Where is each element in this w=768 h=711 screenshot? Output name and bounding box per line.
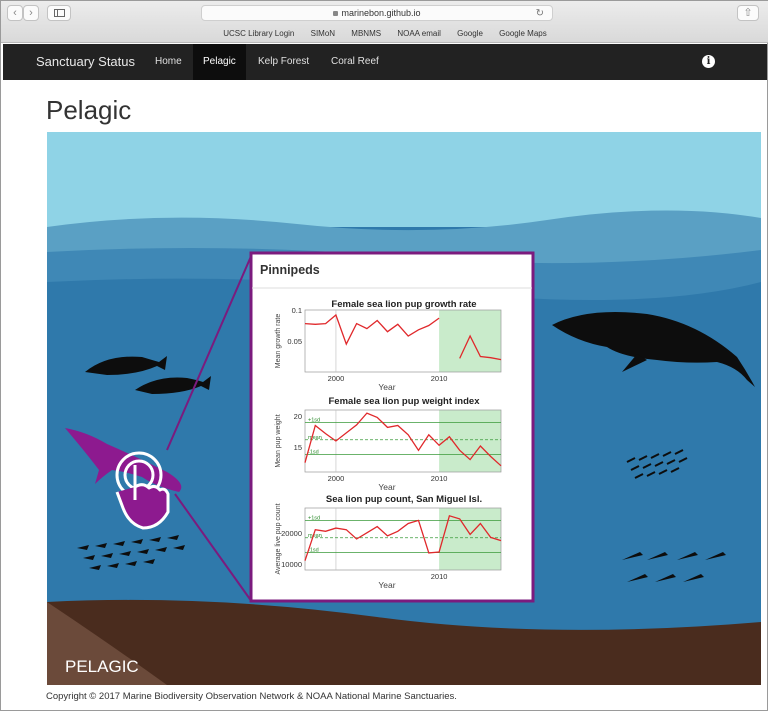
chart-band-label: mean	[308, 435, 322, 441]
chart-plot-area	[304, 309, 502, 373]
seafloor-highlight	[47, 602, 167, 685]
chart-x-label: Year	[378, 482, 395, 492]
favorite-link[interactable]: UCSC Library Login	[223, 29, 295, 38]
chart-x-tick: 2000	[328, 474, 345, 483]
chart-plot-area	[304, 507, 502, 571]
chart-plot-area	[304, 409, 502, 473]
chart-shaded-period	[439, 310, 501, 372]
fish-silhouette	[135, 376, 211, 394]
seafloor	[47, 599, 761, 685]
address-bar[interactable]: marinebon.github.io ↻	[201, 5, 553, 21]
chart-x-label: Year	[378, 382, 395, 392]
whale-silhouette	[552, 312, 755, 387]
chart-band-label: +1sd	[308, 417, 320, 423]
small-fish-group	[626, 449, 688, 479]
popup-connector	[174, 493, 253, 603]
chart-y-tick: 15	[294, 443, 302, 452]
chart-y-tick: 20000	[281, 529, 302, 538]
nav-kelp-forest[interactable]: Kelp Forest	[258, 56, 310, 67]
chart-y-label: Mean pup weight	[275, 414, 282, 467]
chart-y-tick: 10000	[281, 560, 302, 569]
chevron-right-icon: ›	[29, 7, 33, 19]
chart-y-label: Average live pup count	[275, 503, 282, 574]
url-text: marinebon.github.io	[341, 8, 421, 18]
fish-school	[77, 535, 185, 570]
back-button[interactable]: ‹	[7, 5, 23, 21]
chart-x-label: Year	[378, 580, 395, 590]
chart-shaded-period	[439, 508, 501, 570]
chart-band-label: -1sd	[308, 450, 319, 456]
info-icon[interactable]: i	[702, 55, 715, 68]
scene-illustration: Pinnipeds Female sea lion pup growth rat…	[47, 132, 761, 685]
chart-title: Female sea lion pup weight index	[329, 396, 481, 407]
chart-series-line	[304, 514, 502, 561]
chart-band-label: +1sd	[308, 515, 320, 521]
lock-icon	[333, 11, 339, 16]
chart-y-label: Mean growth rate	[275, 314, 282, 369]
browser-toolbar: ‹ › marinebon.github.io ↻ ⇧ UCSC Library…	[1, 1, 768, 43]
chart-y-tick: 0.05	[287, 337, 302, 346]
favorite-link[interactable]: SIMoN	[310, 29, 336, 38]
chart-x-tick: 2010	[431, 474, 448, 483]
reload-icon[interactable]: ↻	[535, 8, 544, 19]
share-icon: ⇧	[743, 7, 753, 19]
pinniped-charts: Female sea lion pup growth rate 0.05 0.1 20…	[275, 299, 502, 590]
chart-series-line	[304, 313, 440, 346]
chart-x-tick: 2000	[328, 374, 345, 383]
forward-button[interactable]: ›	[23, 5, 39, 21]
squid-group	[622, 552, 726, 582]
share-button[interactable]: ⇧	[737, 5, 759, 21]
chart-y-tick: 20	[294, 412, 302, 421]
chart-title: Female sea lion pup growth rate	[331, 299, 476, 310]
chart-band-label: mean	[308, 533, 322, 539]
nav-coral-reef[interactable]: Coral Reef	[331, 56, 379, 67]
page-footer: Copyright © 2017 Marine Biodiversity Obs…	[46, 691, 457, 702]
favorite-link[interactable]: MBNMS	[351, 29, 382, 38]
nav-home[interactable]: Home	[155, 56, 182, 67]
chart-x-tick: 2010	[431, 572, 448, 581]
sidebar-icon	[53, 9, 65, 17]
nav-pelagic[interactable]: Pelagic	[193, 44, 246, 80]
favorite-link[interactable]: NOAA email	[397, 29, 441, 38]
chart-band-label: -1sd	[308, 548, 319, 554]
chart-series-line	[304, 412, 502, 467]
chart-shaded-period	[439, 410, 501, 472]
chart-x-tick: 2010	[431, 374, 448, 383]
popup-title: Pinnipeds	[260, 263, 320, 277]
tap-hand-icon[interactable]	[115, 451, 170, 530]
favorite-link[interactable]: Google Maps	[499, 29, 547, 38]
chevron-left-icon: ‹	[13, 7, 17, 19]
chart-y-tick: 0.1	[292, 306, 302, 315]
fish-silhouette	[85, 356, 167, 375]
scene-label: PELAGIC	[65, 657, 139, 676]
page-title: Pelagic	[46, 95, 132, 125]
favorites-bar: UCSC Library Login SIMoN MBNMS NOAA emai…	[1, 26, 768, 42]
favorite-link[interactable]: Google	[457, 29, 483, 38]
chart-title: Sea lion pup count, San Miguel Isl.	[326, 494, 482, 505]
pelagic-scene: Pinnipeds Female sea lion pup growth rat…	[47, 132, 761, 685]
site-navbar: Sanctuary Status Home Pelagic Kelp Fores…	[3, 44, 767, 80]
brand-link[interactable]: Sanctuary Status	[36, 54, 135, 69]
whale-fin	[622, 354, 647, 372]
popup-connector	[166, 253, 253, 451]
chart-series-line	[459, 334, 502, 361]
sidebar-toggle-button[interactable]	[47, 5, 71, 21]
